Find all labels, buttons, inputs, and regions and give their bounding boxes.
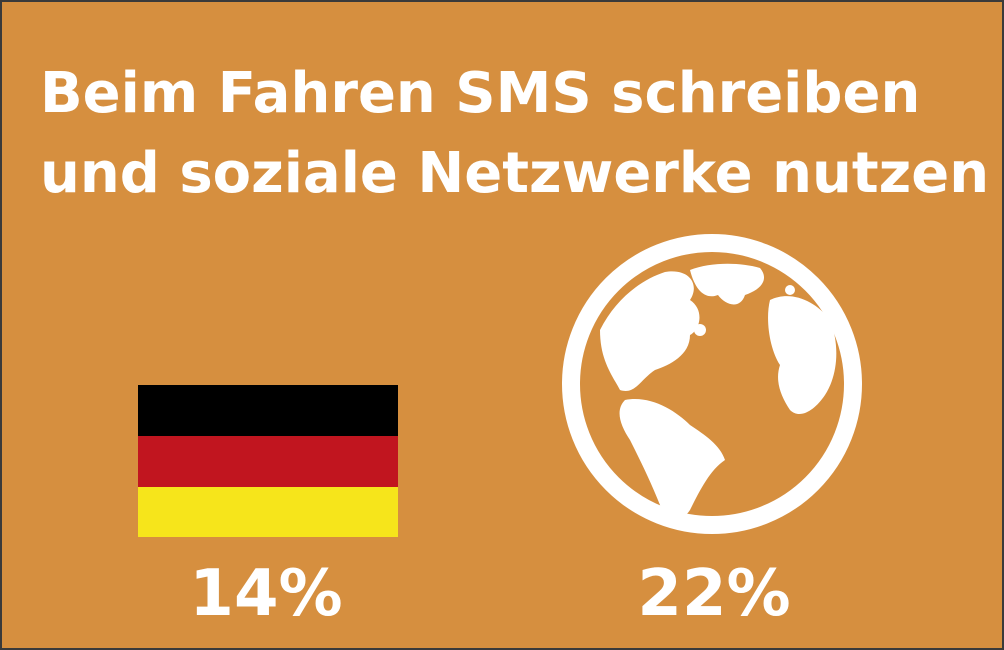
island <box>729 285 743 299</box>
globe-icon <box>562 234 862 534</box>
flag-stripe <box>138 487 398 537</box>
title-line: und soziale Netzwerke nutzen <box>40 141 989 206</box>
continent <box>768 296 837 415</box>
island <box>694 324 706 336</box>
value-label: 14% <box>189 557 342 631</box>
flag-stripe <box>138 436 398 487</box>
flag-stripe <box>138 385 398 436</box>
continent <box>600 271 700 391</box>
title-line: Beim Fahren SMS schreiben <box>40 61 920 126</box>
globe-ring <box>562 234 862 534</box>
continent <box>690 263 765 305</box>
german-flag <box>138 385 398 537</box>
continent <box>619 399 725 520</box>
value-label: 22% <box>637 557 790 631</box>
island <box>785 285 795 295</box>
